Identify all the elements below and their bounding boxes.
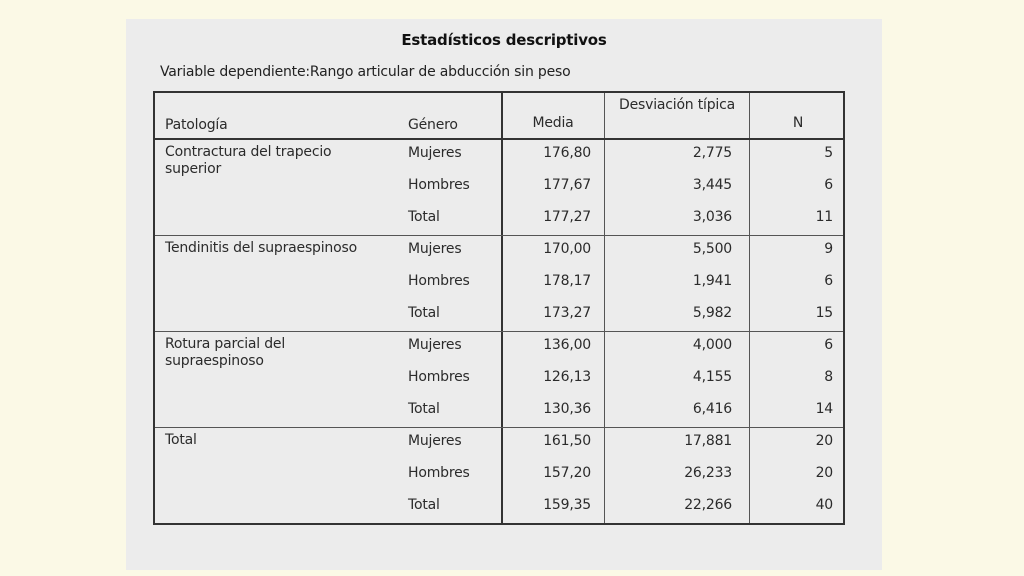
media-cell: 173,27: [543, 305, 591, 321]
media-cell: 126,13: [543, 369, 591, 385]
media-cell: 176,80: [543, 145, 591, 161]
media-cell: 170,00: [543, 241, 591, 257]
n-cell: 6: [824, 337, 833, 353]
desviacion-cell: 2,775: [692, 145, 732, 161]
media-cell: 157,20: [543, 465, 591, 481]
genero-cell: Hombres: [408, 177, 470, 193]
n-cell: 5: [824, 145, 833, 161]
desviacion-cell: 22,266: [684, 497, 732, 513]
column-divider: [604, 93, 605, 523]
header-genero: Género: [408, 117, 458, 133]
header-divider: [155, 138, 843, 140]
media-cell: 159,35: [543, 497, 591, 513]
group-divider: [155, 427, 843, 428]
desviacion-cell: 3,036: [692, 209, 732, 225]
desviacion-cell: 17,881: [684, 433, 732, 449]
patologia-label: Contractura del trapecio superior: [165, 144, 332, 177]
genero-cell: Mujeres: [408, 241, 462, 257]
media-cell: 177,67: [543, 177, 591, 193]
n-cell: 40: [815, 497, 834, 513]
genero-cell: Mujeres: [408, 433, 462, 449]
genero-cell: Hombres: [408, 273, 470, 289]
desviacion-cell: 4,000: [692, 337, 732, 353]
media-cell: 177,27: [543, 209, 591, 225]
genero-cell: Total: [408, 497, 440, 513]
descriptive-stats-table: Patología Género Media Desviación típica…: [153, 91, 845, 525]
n-cell: 14: [815, 401, 834, 417]
header-desviacion: Desviación típica: [619, 97, 735, 113]
media-cell: 178,17: [543, 273, 591, 289]
desviacion-cell: 5,500: [692, 241, 732, 257]
output-panel: Estadísticos descriptivos Variable depen…: [126, 19, 882, 570]
desviacion-cell: 5,982: [692, 305, 732, 321]
genero-cell: Mujeres: [408, 337, 462, 353]
genero-cell: Total: [408, 209, 440, 225]
desviacion-cell: 3,445: [692, 177, 732, 193]
header-media: Media: [532, 115, 574, 131]
genero-cell: Total: [408, 401, 440, 417]
genero-cell: Total: [408, 305, 440, 321]
column-divider: [501, 93, 503, 523]
media-cell: 130,36: [543, 401, 591, 417]
n-cell: 6: [824, 273, 833, 289]
group-divider: [155, 235, 843, 236]
n-cell: 9: [824, 241, 833, 257]
desviacion-cell: 26,233: [684, 465, 732, 481]
genero-cell: Hombres: [408, 369, 470, 385]
media-cell: 161,50: [543, 433, 591, 449]
header-n: N: [792, 115, 804, 131]
n-cell: 6: [824, 177, 833, 193]
desviacion-cell: 4,155: [692, 369, 732, 385]
patologia-label: Rotura parcial del supraespinoso: [165, 336, 286, 369]
n-cell: 20: [815, 465, 834, 481]
n-cell: 15: [815, 305, 834, 321]
n-cell: 11: [815, 209, 834, 225]
n-cell: 20: [815, 433, 834, 449]
genero-cell: Mujeres: [408, 145, 462, 161]
table-subtitle: Variable dependiente:Rango articular de …: [160, 64, 571, 80]
genero-cell: Hombres: [408, 465, 470, 481]
group-divider: [155, 331, 843, 332]
media-cell: 136,00: [543, 337, 591, 353]
desviacion-cell: 6,416: [692, 401, 732, 417]
patologia-label: Tendinitis del supraespinoso: [165, 240, 357, 256]
patologia-label: Total: [165, 432, 197, 448]
header-patologia: Patología: [165, 117, 228, 133]
n-cell: 8: [824, 369, 833, 385]
table-title: Estadísticos descriptivos: [401, 31, 607, 49]
desviacion-cell: 1,941: [692, 273, 732, 289]
column-divider: [749, 93, 750, 523]
